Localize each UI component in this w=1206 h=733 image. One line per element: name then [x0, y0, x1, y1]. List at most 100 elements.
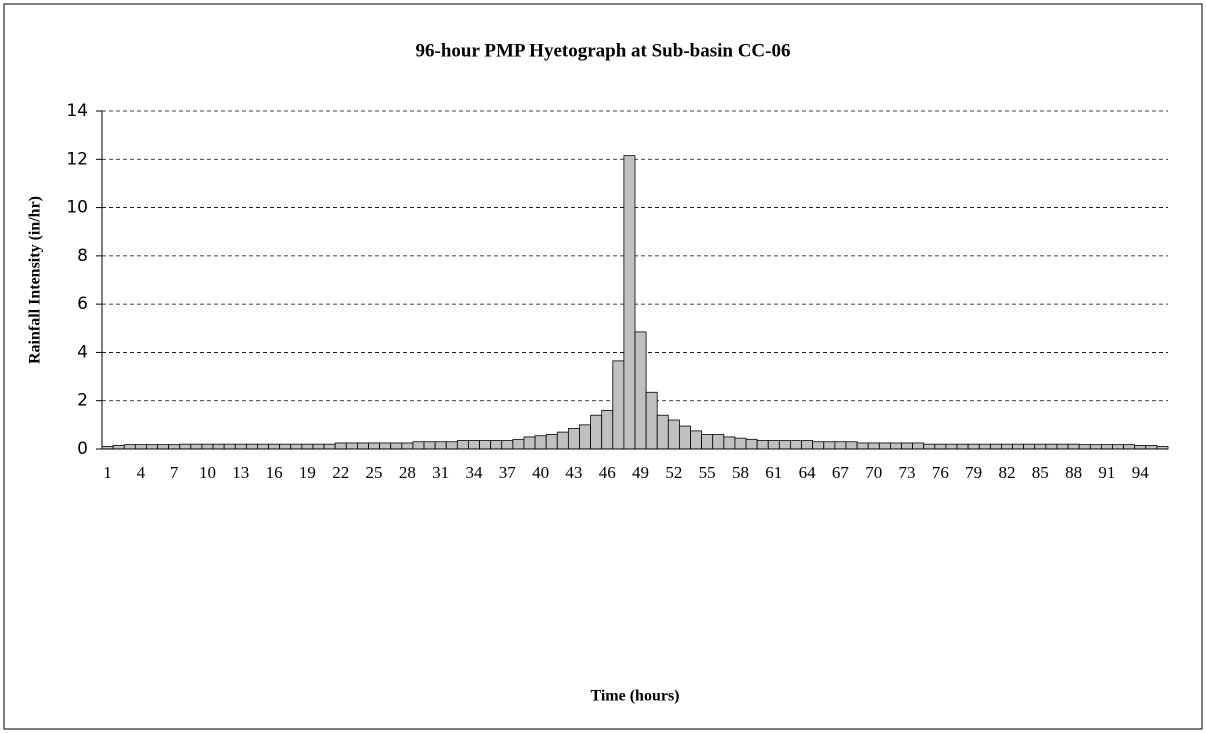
bar — [889, 442, 902, 450]
bar — [345, 442, 358, 450]
bar — [423, 441, 436, 450]
x-tick-label: 7 — [170, 463, 179, 482]
x-tick-label: 58 — [732, 463, 749, 482]
bar — [146, 444, 158, 450]
bar — [590, 414, 603, 450]
y-tick-label: 10 — [66, 198, 88, 218]
chart-title: 96-hour PMP Hyetograph at Sub-basin CC-0… — [416, 40, 791, 61]
bar — [279, 443, 292, 450]
bar — [801, 440, 814, 450]
y-tick-label: 2 — [77, 391, 88, 411]
bar — [445, 441, 458, 450]
x-tick-label: 1 — [103, 463, 112, 482]
x-axis-label: Time (hours) — [590, 688, 679, 705]
x-tick-label: 40 — [532, 463, 549, 482]
bar — [756, 440, 769, 450]
bar — [1123, 444, 1136, 450]
bar — [1034, 443, 1047, 450]
bar — [512, 438, 525, 450]
bar — [812, 441, 825, 450]
bar — [468, 440, 480, 450]
bar — [734, 437, 747, 450]
bar — [645, 391, 658, 450]
x-tick-label: 4 — [137, 463, 146, 482]
y-tick-label: 8 — [77, 246, 88, 266]
bar — [1056, 443, 1069, 450]
x-tick-label: 85 — [1032, 463, 1049, 482]
bar — [190, 443, 203, 450]
bar — [701, 434, 714, 450]
bar — [123, 444, 136, 450]
bar — [356, 442, 369, 450]
y-axis-label: Rainfall Intensity (in/hr) — [27, 196, 44, 364]
bar — [479, 440, 492, 450]
bar — [234, 443, 247, 450]
bar — [334, 442, 347, 450]
bar — [567, 428, 580, 450]
bar — [612, 360, 625, 450]
bar — [667, 419, 680, 450]
bar — [290, 443, 303, 450]
x-tick-label: 91 — [1098, 463, 1115, 482]
bar — [823, 441, 836, 450]
x-tick-label: 70 — [865, 463, 882, 482]
x-tick-label: 31 — [432, 463, 449, 482]
bar — [312, 443, 325, 450]
bar — [212, 443, 225, 450]
bar — [412, 441, 425, 450]
bar — [923, 443, 936, 450]
x-tick-label: 16 — [266, 463, 283, 482]
bar — [112, 444, 125, 450]
x-tick-label: 10 — [199, 463, 216, 482]
x-tick-label: 64 — [799, 463, 817, 482]
x-tick-label: 61 — [765, 463, 782, 482]
x-tick-label: 28 — [399, 463, 416, 482]
bar — [623, 155, 636, 450]
bar — [856, 442, 869, 450]
bar — [656, 414, 669, 450]
bar — [679, 425, 691, 450]
bar — [945, 443, 958, 450]
x-tick-label: 67 — [832, 463, 850, 482]
bar — [157, 444, 170, 450]
x-tick-label: 13 — [232, 463, 249, 482]
bar — [956, 443, 969, 450]
bar — [1089, 444, 1102, 450]
bar — [257, 443, 269, 450]
bar — [978, 443, 991, 450]
bar — [301, 443, 314, 450]
bar — [534, 435, 547, 450]
bar — [434, 441, 447, 450]
chart-border — [3, 3, 1203, 730]
y-tick-label: 0 — [77, 439, 88, 459]
bar — [390, 442, 403, 450]
bar — [1145, 444, 1158, 450]
bar — [1001, 443, 1013, 450]
bar — [368, 442, 381, 450]
x-tick-label: 55 — [699, 463, 716, 482]
bar — [1012, 443, 1025, 450]
y-tick-label: 6 — [77, 294, 88, 314]
x-tick-label: 25 — [366, 463, 383, 482]
bar — [556, 431, 569, 450]
bar — [1112, 444, 1124, 450]
bar — [1067, 443, 1080, 450]
x-tick-label: 94 — [1132, 463, 1150, 482]
bar — [712, 434, 725, 450]
y-tick-label: 12 — [66, 149, 88, 169]
x-tick-label: 49 — [632, 463, 649, 482]
bar — [901, 442, 914, 450]
bar — [1134, 444, 1147, 450]
x-tick-label: 37 — [499, 463, 517, 482]
bar — [245, 443, 258, 450]
bar — [501, 440, 514, 450]
bar — [634, 331, 647, 450]
bar — [790, 440, 802, 450]
bar — [223, 443, 236, 450]
bar — [912, 442, 925, 450]
bar — [834, 441, 847, 450]
bar — [179, 443, 192, 450]
bar — [1078, 444, 1091, 450]
bar — [934, 443, 947, 450]
